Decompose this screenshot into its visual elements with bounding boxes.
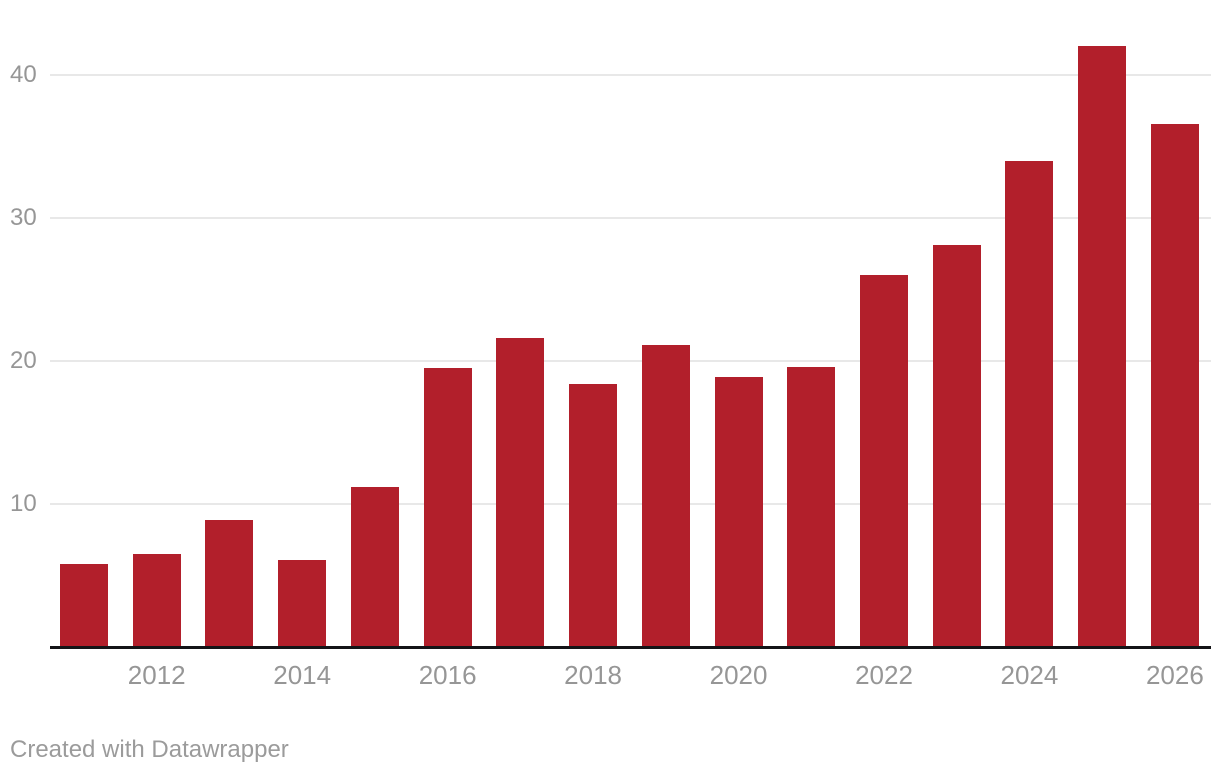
bar-2021[interactable] bbox=[787, 366, 836, 646]
x-axis-tick-label: 2022 bbox=[855, 660, 913, 690]
y-gridline bbox=[50, 216, 1211, 219]
bar-2012[interactable] bbox=[132, 554, 181, 646]
x-axis-tick-label: 2024 bbox=[1000, 660, 1059, 690]
x-axis-tick-label: 2014 bbox=[273, 660, 332, 690]
y-gridline bbox=[50, 502, 1211, 505]
x-axis-tick-label: 2026 bbox=[1145, 660, 1204, 690]
bar-2025[interactable] bbox=[1078, 46, 1127, 646]
bar-2023[interactable] bbox=[932, 245, 981, 646]
y-axis-tick-label: 30 bbox=[10, 203, 37, 231]
x-axis-tick-label: 2018 bbox=[564, 660, 622, 690]
bar-2018[interactable] bbox=[569, 384, 618, 646]
bar-2016[interactable] bbox=[423, 368, 472, 646]
bar-2015[interactable] bbox=[350, 487, 399, 646]
bar-2011[interactable] bbox=[60, 564, 108, 646]
bar-2022[interactable] bbox=[859, 275, 908, 646]
y-axis-tick-label: 20 bbox=[10, 346, 37, 374]
x-axis-tick-label: 2020 bbox=[709, 660, 768, 690]
bar-2017[interactable] bbox=[496, 338, 545, 646]
y-axis-tick-label: 40 bbox=[10, 60, 37, 88]
y-axis-tick-label: 10 bbox=[10, 489, 37, 517]
bar-2014[interactable] bbox=[278, 560, 327, 646]
bar-2019[interactable] bbox=[641, 345, 690, 646]
y-gridline bbox=[50, 73, 1211, 76]
x-axis-baseline bbox=[50, 646, 1211, 649]
x-axis-tick-label: 2012 bbox=[127, 660, 186, 690]
bar-2013[interactable] bbox=[205, 520, 254, 646]
x-axis-tick-label: 2016 bbox=[418, 660, 477, 690]
bar-2026[interactable] bbox=[1150, 123, 1199, 646]
datawrapper-credit-link[interactable]: Created with Datawrapper bbox=[10, 736, 289, 763]
bar-2020[interactable] bbox=[714, 376, 763, 646]
bar-2024[interactable] bbox=[1005, 160, 1054, 646]
y-gridline bbox=[50, 359, 1211, 362]
